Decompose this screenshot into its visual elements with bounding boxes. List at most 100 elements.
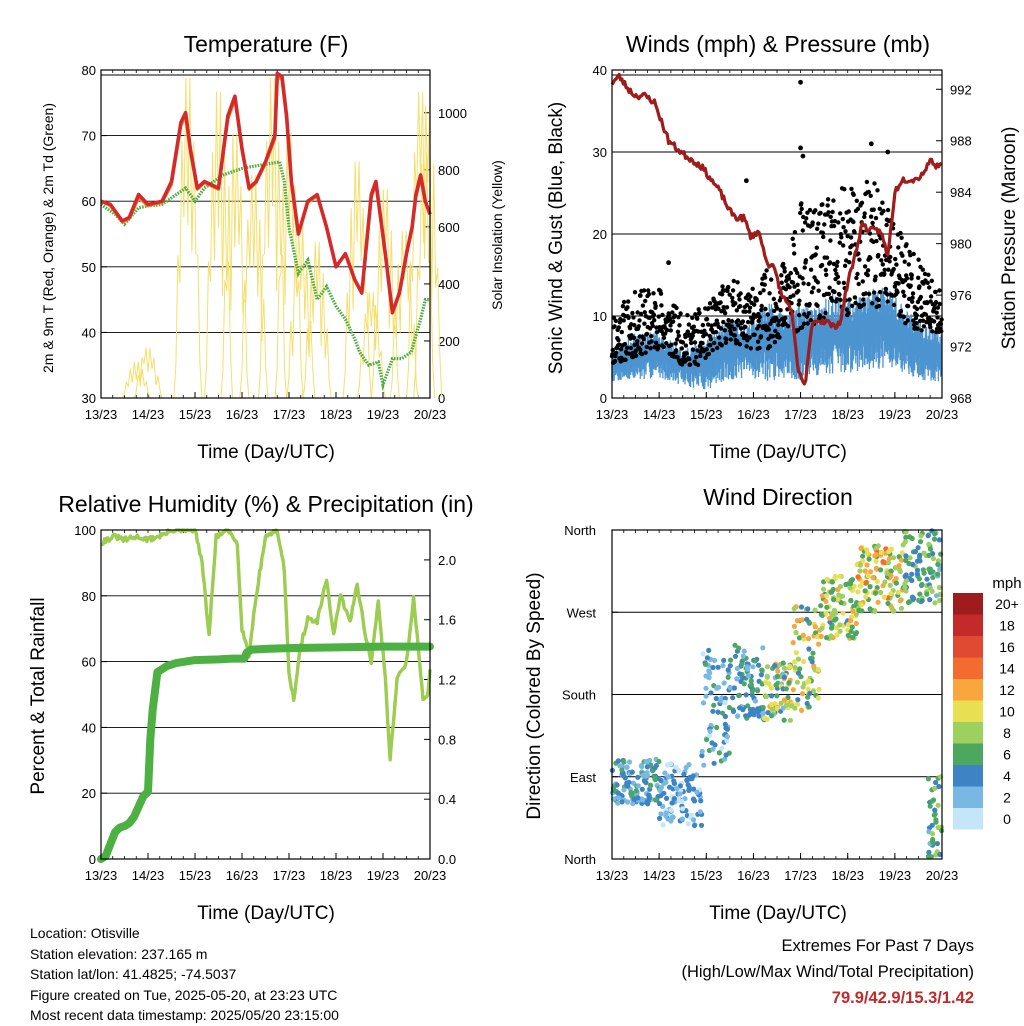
direction-point xyxy=(850,608,856,614)
gust-point xyxy=(877,206,882,211)
direction-point xyxy=(679,816,685,822)
gust-point xyxy=(902,259,907,264)
gust-point xyxy=(842,187,847,192)
solar-insolation-line xyxy=(389,230,419,399)
gust-point xyxy=(908,283,913,288)
gust-point xyxy=(737,342,743,347)
gust-point xyxy=(625,305,630,310)
gust-point xyxy=(732,333,738,338)
gust-point xyxy=(676,333,681,338)
gust-point xyxy=(918,294,924,300)
gust-point xyxy=(709,323,714,328)
direction-point xyxy=(898,605,905,611)
direction-point xyxy=(725,674,731,680)
gust-point xyxy=(782,316,788,321)
direction-point xyxy=(919,581,925,587)
direction-point xyxy=(912,549,919,555)
direction-point xyxy=(700,651,706,657)
direction-point xyxy=(647,782,654,788)
gust-point xyxy=(891,302,897,308)
x-tick-label: 19/23 xyxy=(879,868,912,883)
gust-point xyxy=(617,342,622,347)
gust-point xyxy=(641,337,646,342)
gust-point xyxy=(919,305,924,310)
gust-point xyxy=(708,343,713,348)
y2-tick-label: 2.0 xyxy=(438,553,456,568)
direction-point xyxy=(761,715,768,722)
direction-point xyxy=(781,665,788,672)
y2-tick-label: 980 xyxy=(950,237,972,252)
colorbar-swatch xyxy=(953,808,983,830)
gust-point xyxy=(685,329,690,334)
gust-point xyxy=(731,278,736,284)
gust-point xyxy=(695,316,700,321)
direction-point xyxy=(759,667,765,673)
gust-point xyxy=(767,291,772,296)
gust-point xyxy=(804,216,809,221)
gust-point xyxy=(933,300,939,305)
direction-point xyxy=(681,771,687,777)
winds-ylabel-left: Sonic Wind & Gust (Blue, Black) xyxy=(546,102,567,374)
x-tick-label: 15/23 xyxy=(179,868,212,883)
gust-point xyxy=(906,262,911,267)
solar-insolation-line xyxy=(173,77,203,399)
direction-point xyxy=(773,682,779,688)
direction-point xyxy=(927,803,933,809)
direction-point xyxy=(926,541,932,547)
gust-point xyxy=(880,200,885,205)
direction-point xyxy=(935,561,941,568)
gust-point xyxy=(831,223,837,229)
gust-point xyxy=(704,316,710,322)
direction-point xyxy=(855,574,861,580)
gust-point xyxy=(776,322,781,328)
colorbar-swatch xyxy=(953,743,983,765)
direction-point xyxy=(902,539,908,545)
direction-point xyxy=(625,799,631,805)
direction-point xyxy=(917,552,923,558)
direction-point xyxy=(818,633,824,640)
direction-point xyxy=(645,801,651,807)
gust-point xyxy=(914,313,919,318)
y2-tick-label: 200 xyxy=(438,334,460,349)
gust-point xyxy=(649,339,654,344)
gust-point xyxy=(628,336,633,341)
direction-point xyxy=(635,774,641,780)
gust-point xyxy=(935,315,940,320)
gust-point xyxy=(856,251,861,256)
x-tick-label: 15/23 xyxy=(179,407,212,422)
direction-point xyxy=(823,598,829,605)
y-tick-label: 80 xyxy=(82,63,96,78)
gust-point xyxy=(809,290,815,295)
gust-point xyxy=(748,294,753,299)
gust-point xyxy=(652,318,657,323)
humidity-title: Relative Humidity (%) & Precipitation (i… xyxy=(58,491,473,517)
gust-point xyxy=(816,221,821,226)
direction-point xyxy=(786,680,792,686)
y2-tick-label: 400 xyxy=(438,277,460,292)
gust-point xyxy=(758,290,763,296)
solar-insolation-line xyxy=(413,105,443,399)
direction-point xyxy=(873,558,879,564)
direction-point xyxy=(888,568,894,574)
direction-panel: Wind Direction Time (Day/UTC) Direction … xyxy=(524,484,1022,924)
gust-point xyxy=(914,321,919,326)
gust-point xyxy=(759,307,764,313)
gust-point xyxy=(754,298,759,303)
gust-point xyxy=(866,189,871,195)
direction-point xyxy=(873,545,880,551)
gust-point xyxy=(847,260,852,265)
x-tick-label: 17/23 xyxy=(273,868,306,883)
direction-point xyxy=(725,667,731,673)
x-tick-label: 18/23 xyxy=(320,407,353,422)
direction-point xyxy=(805,694,811,700)
gust-point xyxy=(841,280,847,286)
y-tick-label: 100 xyxy=(74,523,96,538)
direction-point xyxy=(719,745,725,752)
direction-point xyxy=(829,579,835,585)
y2-tick-label: 972 xyxy=(950,340,972,355)
direction-point xyxy=(677,783,684,789)
direction-point xyxy=(873,552,879,558)
gust-point xyxy=(738,326,744,331)
direction-point xyxy=(896,563,902,569)
gust-point xyxy=(668,328,673,333)
